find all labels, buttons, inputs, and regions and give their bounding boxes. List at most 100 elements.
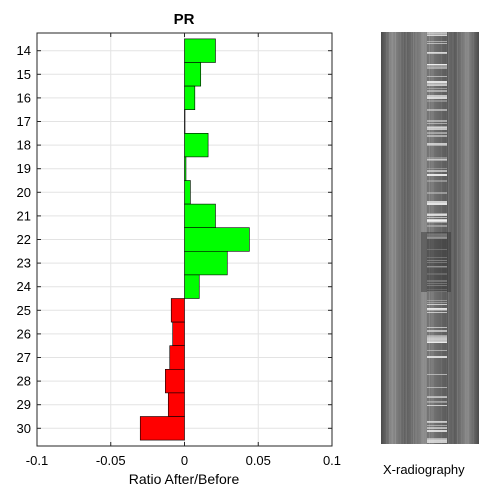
xray-grain: [391, 32, 392, 444]
xray-streak: [427, 441, 447, 443]
bar-17: [184, 109, 186, 134]
xray-streak: [427, 76, 447, 77]
xray-streak: [427, 217, 447, 218]
xray-streak: [427, 100, 447, 102]
xray-grain: [411, 32, 412, 444]
xray-streak: [427, 257, 447, 258]
xray-streak: [427, 249, 447, 250]
xray-grain: [403, 32, 404, 444]
xray-grain: [416, 32, 417, 444]
xray-grain: [457, 32, 458, 444]
xray-streak: [427, 440, 447, 441]
x-axis-label: Ratio After/Before: [129, 471, 240, 486]
xray-grain: [423, 32, 424, 444]
xray-streak: [427, 350, 447, 351]
xray-streak: [427, 90, 447, 92]
x-tick-label: -0.1: [26, 453, 48, 468]
y-tick-label: 17: [17, 114, 31, 129]
xray-grain: [406, 32, 407, 444]
xray-streak: [427, 53, 447, 54]
bar-22: [184, 227, 250, 252]
xray-streak: [427, 402, 447, 403]
xray-streak: [427, 342, 447, 343]
xray-streak: [427, 35, 447, 36]
x-radiography-caption: X-radiography: [383, 462, 465, 477]
xray-streak: [427, 427, 447, 428]
bar-20: [184, 180, 191, 205]
xray-grain: [395, 32, 396, 444]
xray-streak: [427, 159, 447, 160]
xray-streak: [427, 308, 447, 310]
xray-streak: [427, 304, 447, 305]
xray-grain: [465, 32, 466, 444]
xray-grain: [448, 32, 449, 444]
xray-streak: [427, 145, 447, 146]
bar-26: [172, 321, 185, 347]
y-tick-label: 27: [17, 350, 31, 365]
xray-streak: [427, 222, 447, 223]
bar-25: [170, 298, 185, 323]
xray-streak: [427, 289, 447, 290]
y-tick-label: 16: [17, 90, 31, 105]
xray-streak: [427, 180, 447, 182]
xray-streak: [427, 143, 447, 145]
xray-grain: [390, 32, 391, 444]
y-tick-label: 29: [17, 397, 31, 412]
xray-streak: [427, 397, 447, 398]
xray-streak: [427, 260, 447, 261]
x-tick-labels: -0.1 -0.05 0 0.05 0.1: [26, 453, 341, 468]
xray-streak: [427, 120, 447, 122]
bar-19: [184, 156, 187, 181]
xray-streak: [427, 310, 447, 311]
xray-streak: [427, 88, 447, 89]
y-tick-label: 23: [17, 256, 31, 271]
xray-streak: [427, 225, 447, 227]
axes-box: [36, 32, 333, 447]
xray-grain: [446, 32, 447, 444]
y-tick-label: 30: [17, 421, 31, 436]
xray-streak: [427, 291, 447, 292]
xray-grain: [468, 32, 469, 444]
xray-grain: [392, 32, 393, 444]
xray-streak: [427, 327, 447, 328]
xray-grain: [415, 32, 416, 444]
xray-streak: [427, 302, 447, 303]
xray-streak: [427, 421, 447, 422]
xray-streak: [427, 396, 447, 397]
xray-streak: [427, 338, 447, 340]
xray-streak: [427, 128, 447, 129]
bar-16: [184, 85, 196, 110]
xray-streak: [427, 262, 447, 263]
x-tick-label: -0.05: [96, 453, 126, 468]
y-tick-labels: 14 15 16 17 18 19 20 21 22 23 24 25 26 27 28 29 30: [17, 43, 31, 436]
xray-streak: [427, 43, 447, 44]
xray-streak: [427, 41, 447, 42]
xray-grain: [405, 32, 406, 444]
xray-streak: [427, 192, 447, 194]
y-tick-label: 18: [17, 138, 31, 153]
xray-streak: [427, 283, 447, 284]
xray-streak: [427, 97, 447, 99]
xray-grain: [453, 32, 454, 444]
x-radiography-image: [381, 32, 479, 444]
xray-streak: [427, 422, 447, 423]
xray-grain: [413, 32, 414, 444]
xray-streak: [427, 81, 447, 83]
xray-streak: [427, 170, 447, 172]
x-radiography-picture: [381, 32, 479, 444]
xray-grain: [473, 32, 474, 444]
xray-streak: [427, 33, 447, 34]
y-tick-label: 28: [17, 374, 31, 389]
bar-24: [184, 274, 200, 299]
xray-streak: [427, 300, 447, 301]
xray-streak: [427, 233, 447, 234]
xray-streak: [427, 430, 447, 432]
y-tick-label: 24: [17, 279, 31, 294]
xray-grain: [441, 32, 442, 444]
bar-27: [169, 345, 185, 370]
bar-14: [184, 38, 216, 63]
xray-grain: [421, 32, 422, 444]
xray-streak: [427, 237, 447, 239]
xray-streak: [427, 66, 447, 67]
